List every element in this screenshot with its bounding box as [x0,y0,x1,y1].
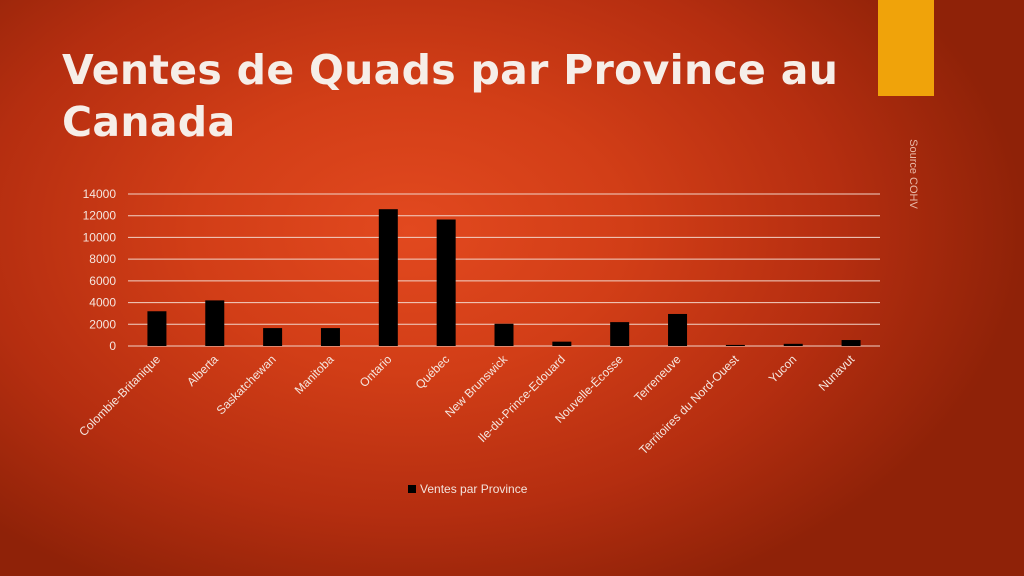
y-tick-label: 12000 [83,209,117,223]
x-tick-label: Nunavut [816,352,858,394]
y-axis-ticks: 0 2000 4000 6000 8000 10000 12000 14000 [83,187,117,353]
y-tick-label: 6000 [89,274,116,288]
bar [610,322,630,346]
legend-label: Ventes par Province [420,482,528,496]
bar [205,300,225,346]
y-tick-label: 10000 [83,230,117,244]
bar [378,209,398,346]
bar [263,328,283,346]
x-tick-label: Colombie-Britanique [76,352,163,439]
x-tick-label: Saskatchewan [214,352,279,417]
legend: Ventes par Province [408,482,527,496]
x-tick-label: Québec [413,352,453,392]
accent-bar [878,0,934,96]
x-tick-label: Terreneuve [631,352,684,405]
x-tick-label: Manitoba [292,352,337,397]
grid-lines [128,193,880,347]
x-tick-label: Yucon [766,352,799,385]
slide-title: Ventes de Quads par Province au Canada [62,46,839,146]
bar [494,323,514,346]
x-tick-label: Territoires du Nord-Ouest [636,352,742,458]
bar [147,311,167,346]
y-tick-label: 8000 [89,252,116,266]
bar [725,344,745,346]
y-tick-label: 4000 [89,296,116,310]
y-tick-label: 2000 [89,317,116,331]
x-tick-label: Ontario [357,352,395,390]
x-tick-label: Alberta [184,352,221,389]
y-tick-label: 14000 [83,187,117,201]
bars [147,209,861,346]
bar [783,343,803,346]
bar [436,219,456,346]
bar [552,341,572,346]
bar [841,340,861,346]
bar [668,313,688,346]
legend-swatch [408,485,416,493]
y-tick-label: 0 [109,339,116,353]
bar [320,328,340,346]
